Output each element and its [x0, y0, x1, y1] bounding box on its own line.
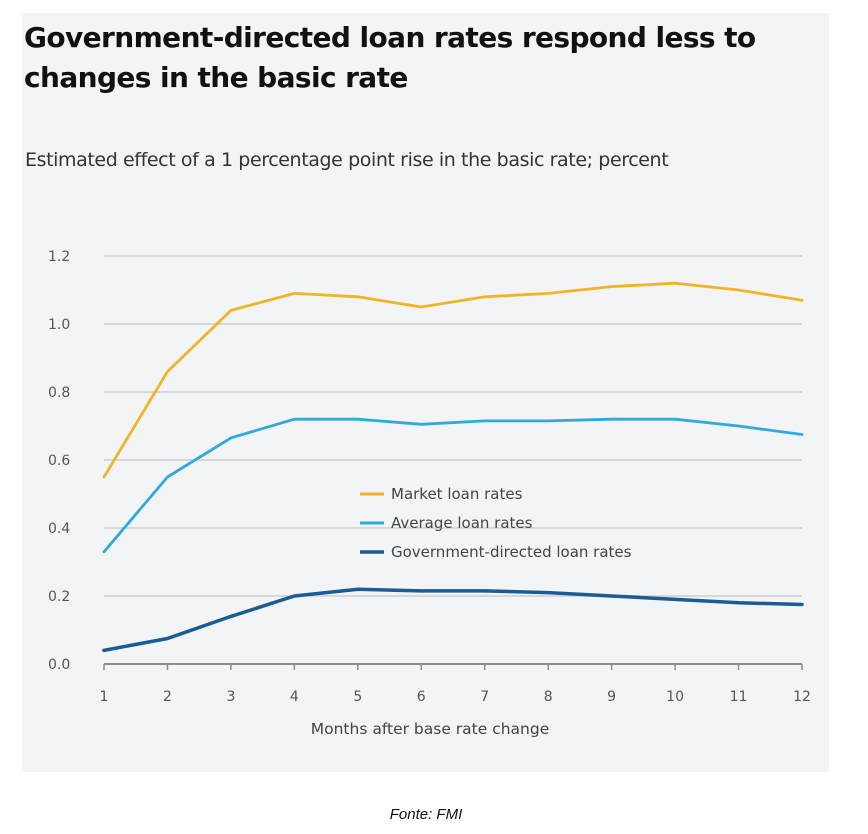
x-tick-label: 10: [666, 689, 684, 705]
series-line-average-loan-rates: [102, 417, 804, 554]
y-tick-labels: 0.0 0.2 0.4 0.6 0.8 1.0 1.2: [48, 249, 70, 673]
legend: Market loan rates Average loan rates Gover…: [360, 485, 632, 561]
y-tick-label: 0.4: [48, 521, 70, 537]
legend-label: Average loan rates: [391, 514, 533, 532]
x-tick-label: 4: [290, 689, 299, 705]
y-tick-label: 0.8: [48, 385, 70, 401]
x-tick-label: 1: [100, 689, 109, 705]
legend-label: Government-directed loan rates: [391, 543, 632, 561]
x-tick-label: 2: [163, 689, 172, 705]
legend-label: Market loan rates: [391, 485, 523, 503]
x-tick-label: 6: [417, 689, 426, 705]
series-lines: [102, 281, 804, 653]
y-tick-label: 1.0: [48, 317, 70, 333]
source-caption: Fonte: FMI: [389, 806, 463, 823]
x-tick-label: 5: [353, 689, 362, 705]
y-tick-label: 0.2: [48, 589, 70, 605]
x-axis-title: Months after base rate change: [311, 720, 550, 738]
x-tick-label: 12: [793, 689, 811, 705]
series-line-government-directed-loan-rates: [102, 587, 804, 653]
x-tick-label: 3: [226, 689, 235, 705]
x-axis: [103, 663, 803, 670]
chart-subtitle: Estimated effect of a 1 percentage point…: [25, 149, 669, 171]
y-tick-label: 1.2: [48, 249, 70, 265]
x-tick-label: 11: [730, 689, 748, 705]
x-tick-label: 7: [480, 689, 489, 705]
y-tick-label: 0.0: [48, 657, 70, 673]
series-line-market-loan-rates: [102, 281, 804, 479]
gridlines: [104, 255, 802, 597]
y-tick-label: 0.6: [48, 453, 70, 469]
x-tick-labels: 1 2 3 4 5 6 7 8 9 10 11 12: [100, 689, 811, 705]
x-tick-label: 8: [544, 689, 553, 705]
x-tick-label: 9: [607, 689, 616, 705]
chart-title: Government-directed loan rates respond l…: [24, 21, 756, 94]
